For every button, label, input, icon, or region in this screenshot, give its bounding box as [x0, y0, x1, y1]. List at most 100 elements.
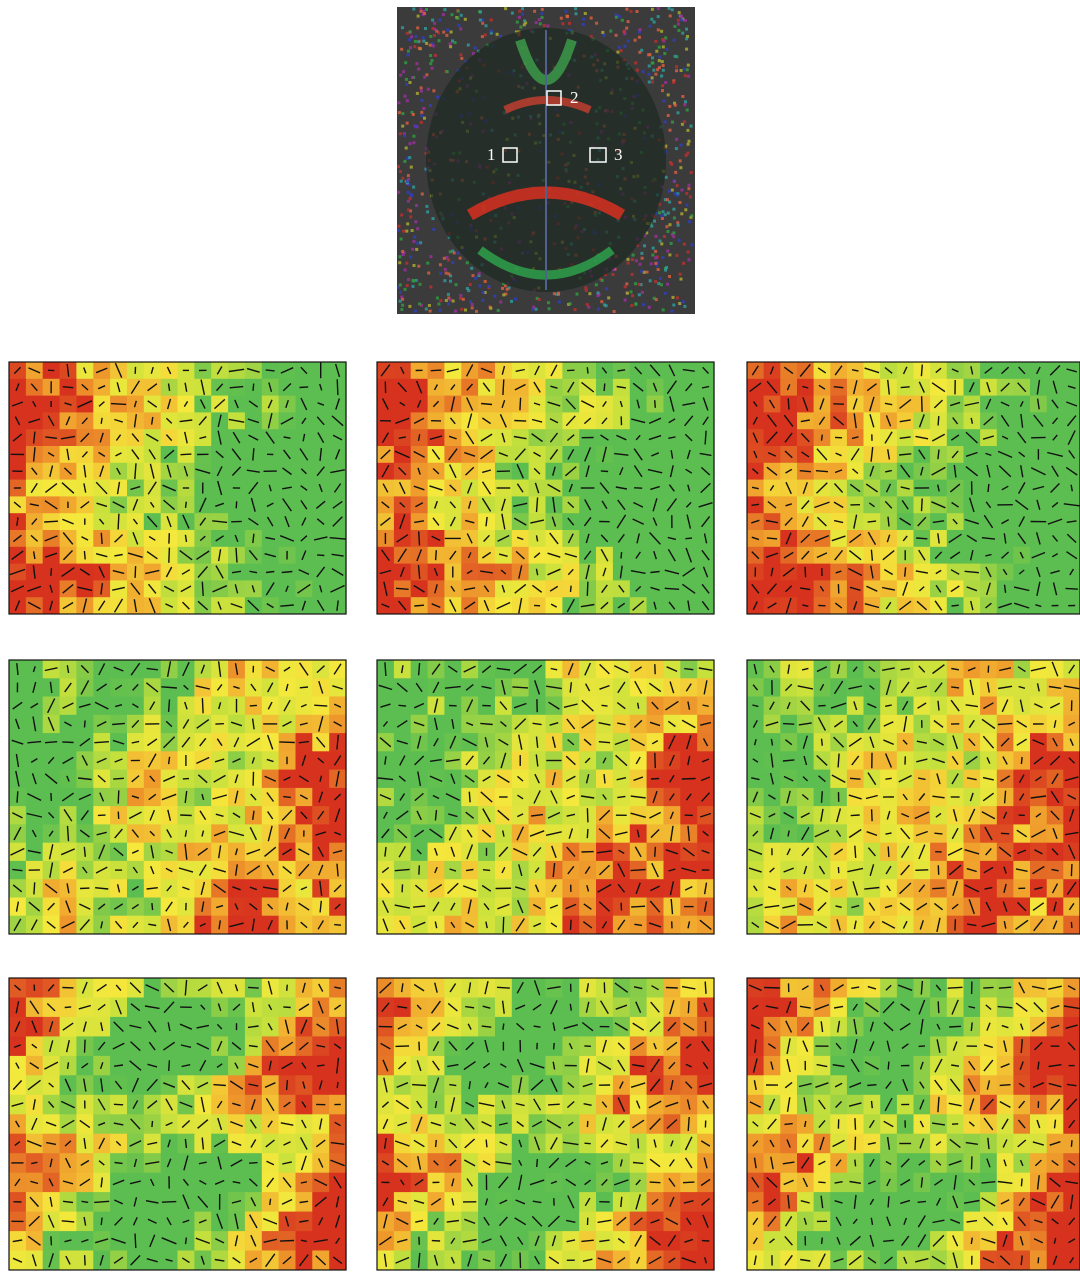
brain-speck — [425, 42, 428, 45]
brain-speck — [576, 293, 579, 296]
brain-speck — [439, 272, 442, 275]
brain-speck — [615, 16, 618, 19]
brain-speck — [409, 30, 412, 33]
brain-speck — [653, 220, 656, 223]
brain-speck — [686, 109, 689, 112]
brain-speck — [685, 192, 688, 195]
fiber-glyph — [213, 1085, 225, 1086]
brain-speck — [688, 258, 691, 261]
brain-speck — [648, 65, 651, 68]
brain-speck — [662, 45, 665, 48]
brain-speck — [670, 310, 673, 313]
brain-speck — [663, 235, 666, 238]
roi-label: 1 — [487, 145, 496, 164]
brain-speck — [518, 10, 521, 13]
brain-speck — [631, 294, 634, 297]
brain-speck — [404, 268, 407, 271]
fiber-glyph — [512, 687, 528, 688]
fiber-glyph — [885, 778, 891, 779]
brain-speck — [678, 239, 681, 242]
brain-speck — [680, 144, 683, 147]
brain-speck — [400, 308, 403, 311]
fiber-glyph — [822, 435, 823, 441]
brain-speck — [650, 18, 653, 21]
brain-speck — [511, 12, 514, 15]
brain-speck — [407, 53, 410, 56]
brain-speck — [679, 159, 682, 162]
fiber-glyph — [68, 1062, 69, 1069]
brain-speck — [600, 300, 603, 303]
heatmap-panel — [377, 362, 715, 615]
brain-speck — [479, 19, 482, 22]
fiber-glyph — [266, 370, 275, 371]
brain-speck — [439, 299, 442, 302]
brain-speck — [479, 11, 482, 14]
brain-speck — [662, 69, 665, 72]
brain-speck — [662, 210, 665, 213]
brain-speck — [667, 114, 670, 117]
brain-speck — [446, 70, 449, 73]
brain-speck — [678, 11, 681, 14]
heatmap-panel — [747, 362, 1080, 615]
brain-speck — [409, 215, 412, 218]
brain-speck — [689, 195, 692, 198]
brain-speck — [661, 217, 664, 220]
brain-speck — [636, 69, 639, 72]
brain-speck — [417, 40, 420, 43]
brain-speck — [405, 180, 408, 183]
brain-speck — [627, 20, 630, 23]
brain-speck — [655, 50, 658, 53]
brain-image — [397, 7, 695, 314]
fiber-glyph — [705, 431, 706, 445]
brain-speck — [413, 45, 416, 48]
brain-speck — [409, 81, 412, 84]
fiber-glyph — [51, 568, 52, 576]
brain-speck — [668, 190, 671, 193]
brain-speck — [400, 238, 403, 241]
fiber-glyph — [396, 588, 409, 589]
brain-speck — [405, 262, 408, 265]
fiber-glyph — [337, 379, 338, 395]
brain-speck — [412, 285, 415, 288]
brain-speck — [643, 244, 646, 247]
brain-speck — [471, 306, 474, 309]
fiber-glyph — [783, 724, 794, 725]
brain-speck — [433, 28, 436, 31]
brain-speck — [661, 89, 664, 92]
fiber-glyph — [317, 1065, 325, 1066]
fiber-glyph — [287, 1080, 288, 1090]
brain-speck — [413, 236, 416, 239]
brain-speck — [412, 240, 415, 243]
brain-speck — [684, 100, 687, 103]
brain-speck — [474, 47, 477, 50]
brain-speck — [674, 104, 677, 107]
brain-speck — [521, 7, 524, 10]
brain-speck — [501, 287, 504, 290]
fiber-glyph — [337, 1082, 338, 1088]
brain-speck — [459, 257, 462, 260]
fiber-glyph — [431, 370, 442, 371]
fiber-glyph — [186, 502, 187, 508]
fiber-glyph — [419, 663, 420, 675]
brain-speck — [415, 279, 418, 282]
brain-speck — [638, 293, 641, 296]
brain-speck — [627, 262, 630, 265]
fiber-glyph — [587, 582, 588, 596]
brain-speck — [653, 21, 656, 24]
fiber-glyph — [85, 1040, 86, 1053]
brain-speck — [442, 31, 445, 34]
brain-speck — [650, 225, 653, 228]
brain-speck — [420, 86, 423, 89]
brain-speck — [647, 53, 650, 56]
brain-speck — [595, 22, 598, 25]
brain-speck — [459, 294, 462, 297]
brain-speck — [686, 152, 689, 155]
fiber-glyph — [587, 829, 588, 838]
brain-speck — [444, 268, 447, 271]
brain-speck — [467, 44, 470, 47]
brain-speck — [661, 256, 664, 259]
brain-speck — [418, 47, 421, 50]
brain-speck — [447, 293, 450, 296]
brain-speck — [636, 10, 639, 13]
brain-speck — [406, 284, 409, 287]
